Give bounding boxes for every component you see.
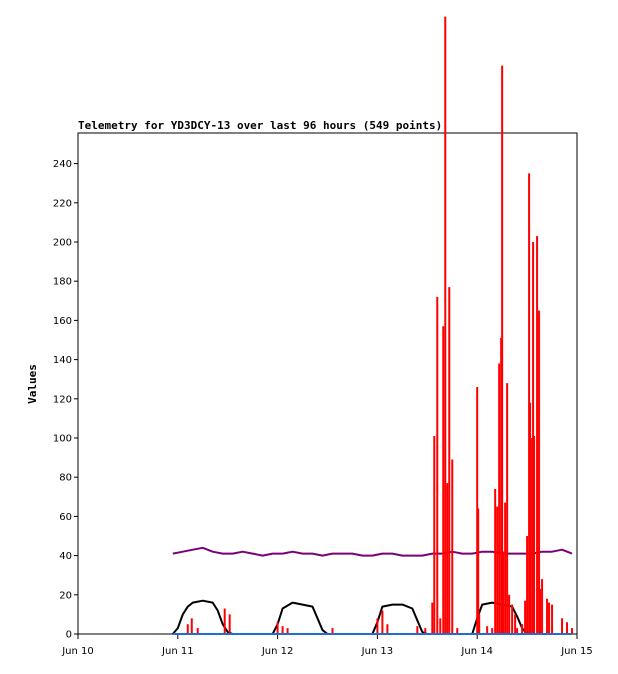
x-tick-label: Jun 14 — [460, 646, 493, 657]
y-tick-label: 0 — [66, 630, 72, 641]
y-tick-label: 140 — [53, 355, 72, 366]
y-axis-label: Values — [26, 364, 39, 404]
y-tick-label: 80 — [59, 473, 72, 484]
y-tick-label: 200 — [53, 238, 72, 249]
series-layer — [172, 16, 574, 635]
y-tick-label: 20 — [59, 590, 72, 601]
chart-title: Telemetry for YD3DCY-13 over last 96 hou… — [78, 119, 442, 132]
y-tick-label: 220 — [53, 198, 72, 209]
y-tick-label: 60 — [59, 512, 72, 523]
x-tick-label: Jun 13 — [361, 646, 394, 657]
plot-frame — [77, 132, 578, 635]
y-tick-label: 240 — [53, 159, 72, 170]
x-tick-label: Jun 10 — [61, 646, 94, 657]
y-tick-label: 160 — [53, 316, 72, 327]
x-axis: Jun 10 Jun 11 Jun 12 Jun 13 Jun 14 Jun 15 — [61, 634, 593, 657]
y-tick-label: 120 — [53, 394, 72, 405]
series-red-spikes — [186, 16, 574, 634]
x-tick-label: Jun 15 — [560, 646, 593, 657]
y-tick-label: 100 — [53, 434, 72, 445]
y-axis: 0 20 40 60 80 100 120 140 160 180 200 220 240 — [53, 159, 78, 641]
y-tick-label: 180 — [53, 277, 72, 288]
x-tick-label: Jun 12 — [261, 646, 294, 657]
y-tick-label: 40 — [59, 551, 72, 562]
x-tick-label: Jun 11 — [161, 646, 194, 657]
